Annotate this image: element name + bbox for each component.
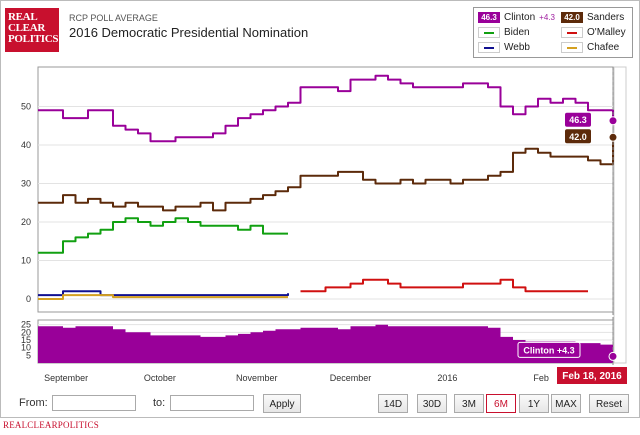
x-tick-label: November	[236, 373, 278, 383]
legend-item-webb[interactable]: Webb	[478, 42, 530, 54]
legend-item-biden[interactable]: Biden	[478, 27, 530, 39]
y-tick-label: 20	[21, 217, 31, 227]
legend-item-sanders[interactable]: 42.0 Sanders	[561, 12, 624, 24]
apply-button[interactable]: Apply	[263, 394, 301, 413]
legend-label-webb: Webb	[504, 42, 530, 54]
end-label-clinton: 46.3	[569, 115, 587, 125]
spread-label-bg	[517, 341, 581, 358]
range-button-30d[interactable]: 30D	[417, 394, 447, 413]
end-markers: 46.3 42.0 Clinton +4.3 Feb 18, 2016	[517, 67, 627, 384]
spread-y-tick-label: 10	[21, 343, 31, 353]
end-label-bg-sanders	[565, 129, 591, 144]
logo-line-2: CLEAR	[8, 22, 46, 34]
legend-badge-sanders: 42.0	[561, 12, 583, 23]
spread-y-tick-label: 20	[21, 327, 31, 337]
spread-label: Clinton +4.3	[523, 345, 574, 355]
spread-y-tick-label: 15	[21, 335, 31, 345]
spread-area	[38, 324, 613, 363]
plot-area	[37, 66, 627, 364]
end-label-sanders: 42.0	[569, 132, 587, 142]
legend-label-sanders: Sanders	[587, 12, 625, 24]
x-tick-label: 2016	[437, 373, 457, 383]
x-tick-label: December	[330, 373, 372, 383]
legend: 46.3 Clinton +4.3 42.0 Sanders Biden O'Mall…	[473, 7, 633, 58]
y-tick-label: 10	[21, 256, 31, 266]
range-button-1y[interactable]: 1Y	[519, 394, 549, 413]
rcp-logo: REAL CLEAR POLITICS	[5, 8, 59, 52]
series-line-clinton	[38, 74, 614, 143]
series-line-biden	[38, 217, 288, 254]
series-line-sanders	[38, 137, 614, 212]
range-button-14d[interactable]: 14D	[378, 394, 408, 413]
chart-frame: REAL CLEAR POLITICS RCP POLL AVERAGE 201…	[0, 0, 640, 418]
range-button-reset[interactable]: Reset	[589, 394, 629, 413]
spread-y-tick-label: 25	[21, 320, 31, 330]
logo-line-1: REAL	[8, 11, 38, 23]
legend-item-chafee[interactable]: Chafee	[561, 42, 619, 54]
series-line-chafee	[38, 294, 288, 300]
series-group	[38, 74, 614, 300]
end-marker-clinton	[608, 116, 618, 126]
x-tick-label: October	[144, 373, 176, 383]
end-label-bg-clinton	[565, 112, 591, 127]
legend-item-omalley[interactable]: O'Malley	[561, 27, 626, 39]
y-tick-label: 50	[21, 102, 31, 112]
controls-bar: From: to: Apply 14D 30D 3M 6M 1Y MAX Reset	[1, 389, 640, 417]
legend-item-clinton[interactable]: 46.3 Clinton +4.3	[478, 12, 555, 24]
end-marker-sanders	[608, 132, 618, 142]
y-tick-label: 0	[26, 294, 31, 304]
date-label-bg	[557, 367, 627, 384]
legend-swatch-webb	[478, 42, 500, 53]
chart-title: 2016 Democratic Presidential Nomination	[69, 25, 309, 40]
to-date-input[interactable]	[170, 395, 254, 411]
y-tick-label: 30	[21, 179, 31, 189]
legend-label-omalley: O'Malley	[587, 27, 626, 39]
from-label: From:	[19, 397, 48, 409]
plot-right-strip	[613, 66, 627, 364]
x-axis: September October November December 2016 Feb	[44, 373, 549, 383]
spread-end-marker	[608, 351, 618, 361]
x-tick-label: Feb	[533, 373, 549, 383]
to-label: to:	[153, 397, 166, 409]
main-plot-bg	[37, 66, 614, 313]
legend-badge-clinton: 46.3	[478, 12, 500, 23]
y-tick-label: 40	[21, 140, 31, 150]
legend-delta-clinton: +4.3	[539, 13, 555, 23]
from-date-input[interactable]	[52, 395, 136, 411]
date-label: Feb 18, 2016	[562, 371, 622, 382]
spread-area-fill	[38, 324, 613, 363]
range-button-max[interactable]: MAX	[551, 394, 581, 413]
legend-label-biden: Biden	[504, 27, 530, 39]
series-line-webb	[38, 290, 289, 297]
x-tick-label: September	[44, 373, 88, 383]
range-button-3m[interactable]: 3M	[454, 394, 484, 413]
legend-label-chafee: Chafee	[587, 42, 620, 54]
chart-subtitle: RCP POLL AVERAGE	[69, 13, 158, 23]
legend-label-clinton: Clinton	[504, 12, 536, 24]
series-line-omalley	[300, 278, 588, 293]
range-button-6m[interactable]: 6M	[486, 394, 516, 413]
logo-line-3: POLITICS	[8, 33, 59, 45]
legend-swatch-omalley	[561, 27, 583, 38]
legend-swatch-chafee	[561, 42, 583, 53]
spread-y-tick-label: 5	[26, 350, 31, 360]
legend-swatch-biden	[478, 27, 500, 38]
footer-brand: REALCLEARPOLITICS	[3, 420, 99, 430]
